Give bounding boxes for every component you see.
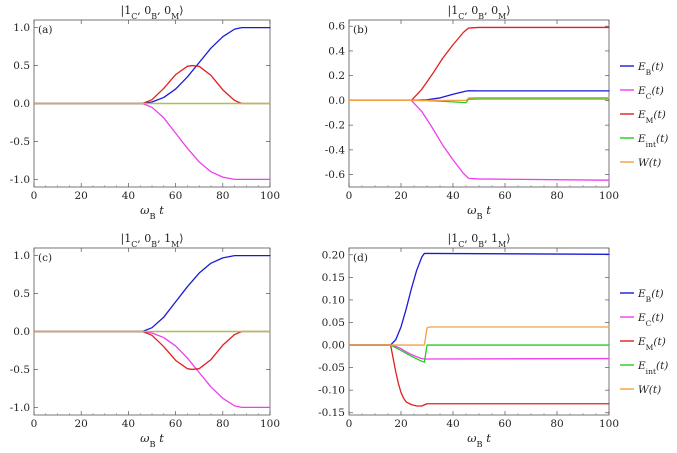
x-tick-label: 100 (260, 418, 280, 430)
series-line-e-b (33, 26, 271, 105)
panel-tag: (c) (38, 252, 52, 264)
x-tick-label: 100 (599, 418, 619, 430)
panel-a: 0 20 40 60 80 100 -1.0 -0.5 0.0 0.5 1.0 (a) |1C, 0B,… (10, 4, 280, 221)
x-tick-label: 0 (346, 418, 353, 430)
panel-d: 0 20 40 60 80 100 -0.15 -0.10 -0.05 0.00 0.05 0.10 0… (318, 232, 619, 449)
x-axis-label: ωB t (467, 203, 491, 221)
x-tick-label: 20 (75, 190, 88, 202)
series-line-w (348, 97, 610, 102)
x-axis-label: ωB t (467, 431, 491, 449)
x-tick-label: 40 (446, 190, 459, 202)
y-tick-label: 0.15 (322, 272, 345, 284)
y-tick-label: -0.6 (325, 169, 346, 181)
x-axis-label: ωB t (140, 431, 164, 449)
plot-frame (348, 247, 610, 416)
legend-bottom: EB(t) EC(t) EM(t) Eint(t) W(t) (620, 288, 668, 396)
x-tick-label: 20 (394, 190, 407, 202)
x-axis-label: ωB t (140, 203, 164, 221)
y-tick-label: 0.0 (13, 326, 30, 338)
series-line-e-c (33, 102, 271, 181)
y-tick-label: 0.00 (322, 340, 345, 352)
panel-c: 0 20 40 60 80 100 -1.0 -0.5 0.0 0.5 1.0 (c) |1C, 0B,… (10, 232, 280, 449)
y-tick-label: 0.2 (328, 70, 345, 82)
x-tick-label: 100 (260, 190, 280, 202)
y-tick-label: -0.4 (325, 144, 346, 156)
panel-title: |1C, 0B, 1M⟩ (448, 232, 511, 249)
series-line-e-m (348, 344, 610, 407)
legend-label-e-int: Eint(t) (637, 133, 668, 149)
y-tick-label: 0.05 (322, 317, 345, 329)
series-line-e-m (33, 64, 271, 105)
x-tick-label: 40 (122, 190, 135, 202)
x-tick-label: 60 (498, 418, 511, 430)
panel-title: |1C, 0B, 0M⟩ (448, 4, 511, 21)
legend-label-e-b: EB(t) (637, 61, 664, 77)
panel-b: 0 20 40 60 80 100 -0.6 -0.4 -0.2 0.0 0.2 0.4 0.6 (b) |… (325, 4, 619, 221)
y-tick-label: -1.0 (10, 174, 30, 186)
series-line-e-m (348, 26, 610, 102)
y-tick-label: 1.0 (13, 250, 30, 262)
series-line-e-b (348, 252, 610, 346)
x-tick-label: 60 (169, 418, 182, 430)
y-tick-label: 0.10 (322, 294, 345, 306)
x-tick-label: 0 (31, 418, 38, 430)
legend-top: EB(t) EC(t) EM(t) Eint(t) W(t) (620, 61, 668, 169)
x-tick-label: 100 (599, 190, 619, 202)
series-line-e-c (33, 330, 271, 409)
y-tick-label: 0.4 (328, 45, 345, 57)
y-tick-label: -1.0 (10, 402, 30, 414)
x-tick-label: 80 (550, 190, 563, 202)
legend-label-e-m: EM(t) (637, 109, 666, 125)
y-tick-label: -0.15 (318, 407, 345, 419)
panel-tag: (b) (353, 24, 368, 36)
y-tick-label: -0.2 (325, 120, 345, 132)
x-tick-label: 0 (31, 190, 38, 202)
x-tick-label: 60 (169, 190, 182, 202)
x-tick-label: 40 (446, 418, 459, 430)
legend-label-e-c: EC(t) (637, 85, 664, 101)
legend-label-e-b: EB(t) (637, 288, 664, 304)
y-tick-label: 0.0 (13, 98, 30, 110)
series-line-e-c (348, 99, 610, 181)
x-tick-label: 20 (75, 418, 88, 430)
x-tick-label: 80 (216, 418, 229, 430)
x-tick-label: 80 (216, 190, 229, 202)
panel-title: |1C, 0B, 1M⟩ (121, 232, 184, 249)
y-tick-label: 0.5 (13, 60, 30, 72)
series-line-e-b (33, 254, 271, 333)
legend-label-w: W(t) (638, 384, 661, 396)
y-tick-label: -0.05 (318, 362, 345, 374)
y-tick-label: 0.6 (328, 21, 345, 33)
x-tick-label: 80 (550, 418, 563, 430)
series-line-e-m (33, 330, 271, 371)
y-tick-label: -0.5 (10, 136, 30, 148)
y-tick-label: 1.0 (13, 22, 30, 34)
y-tick-label: 0.5 (13, 288, 30, 300)
legend-label-e-int: Eint(t) (637, 360, 668, 376)
series-line-w (348, 326, 610, 346)
x-tick-label: 40 (122, 418, 135, 430)
panel-title: |1C, 0B, 0M⟩ (121, 4, 184, 21)
panel-tag: (a) (38, 24, 52, 36)
legend-label-e-m: EM(t) (637, 336, 666, 352)
legend-label-w: W(t) (638, 157, 661, 169)
y-tick-label: 0.20 (322, 249, 345, 261)
series-line-e-c (348, 344, 610, 360)
panel-tag: (d) (353, 252, 368, 264)
x-tick-label: 0 (346, 190, 353, 202)
legend-label-e-c: EC(t) (637, 312, 664, 328)
y-tick-label: -0.5 (10, 364, 30, 376)
series-line-e-int (348, 344, 610, 363)
x-tick-label: 60 (498, 190, 511, 202)
x-tick-label: 20 (394, 418, 407, 430)
y-tick-label: -0.10 (318, 385, 345, 397)
y-tick-label: 0.0 (328, 95, 345, 107)
plot-frame (348, 19, 610, 188)
